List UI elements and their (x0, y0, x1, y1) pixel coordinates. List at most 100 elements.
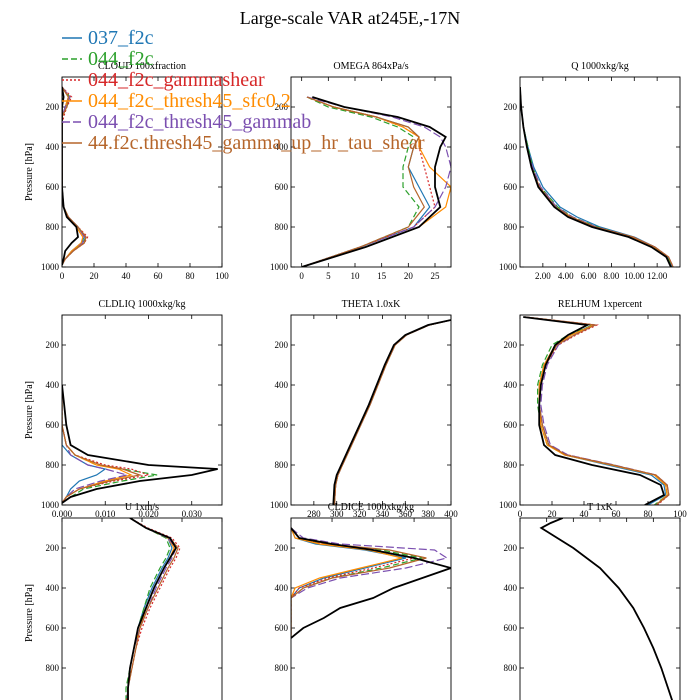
y-tick-label: 400 (504, 380, 518, 390)
panel-frame (61, 314, 223, 506)
series-line-3 (62, 86, 84, 266)
legend-entry: 044_f2c_thresh45_sfc0.2 (62, 90, 291, 112)
series-line-4 (127, 518, 177, 700)
y-tick-label: 600 (46, 420, 60, 430)
series-line-1 (62, 385, 158, 504)
y-axis-label: Pressure [hPa] (24, 584, 35, 642)
y-tick-label: 1000 (499, 262, 518, 272)
y-tick-label: 200 (46, 340, 60, 350)
x-tick-label: 12.00 (647, 271, 668, 281)
reference-line (523, 316, 666, 505)
y-tick-label: 800 (275, 663, 289, 673)
x-tick-label: 0 (60, 271, 65, 281)
y-tick-label: 400 (275, 380, 289, 390)
y-axis-label: Pressure [hPa] (24, 143, 35, 201)
reference-line (332, 319, 451, 505)
x-tick-label: 0 (518, 509, 523, 519)
series-line-0 (540, 518, 673, 700)
series-line-3 (520, 86, 672, 267)
series-line-3 (524, 316, 668, 505)
legend-label: 044_f2c_thresh45_gammab (88, 111, 311, 133)
panel-8: T 1xK18020022024026028030020040060080010… (504, 502, 681, 700)
panel-lines (520, 86, 674, 267)
legend-label: 044_f2c (88, 48, 154, 70)
panel-3: CLDLIQ 1000xkg/kg Pressure [hPa] 0.000 0.01… (24, 299, 223, 519)
y-tick-label: 600 (46, 623, 60, 633)
y-tick-label: 800 (504, 663, 518, 673)
y-tick-label: 1000 (270, 262, 289, 272)
legend-label: 44.f2c.thresh45_gamma_up_hr_tau_shear (88, 132, 425, 154)
y-tick-label: 600 (504, 420, 518, 430)
x-tick-label: 280 (307, 509, 321, 519)
y-axis-label: Pressure [hPa] (24, 381, 35, 439)
legend-entry: 037_f2c (62, 27, 154, 49)
panel-7: CLDICE 1000xkg/kg0.000000.000100.000200.… (275, 502, 452, 700)
x-tick-label: 25 (431, 271, 441, 281)
panel-title: CLDLIQ 1000xkg/kg (99, 299, 186, 310)
x-tick-label: 320 (353, 509, 367, 519)
y-tick-label: 600 (504, 623, 518, 633)
legend-label: 044_f2c_gammashear (88, 69, 265, 91)
panel-title: OMEGA 864xPa/s (333, 61, 408, 72)
x-tick-label: 0.000 (52, 509, 73, 519)
x-tick-label: 8.00 (604, 271, 620, 281)
panel-title: Q 1000xkg/kg (571, 61, 629, 72)
x-tick-label: 80 (644, 509, 654, 519)
series-line-1 (524, 316, 668, 505)
series-line-0 (520, 86, 673, 267)
panel-grid: CLOUD 100xfraction Pressure [hPa] 0 20 40 60 8… (24, 61, 687, 700)
y-tick-label: 800 (46, 222, 60, 232)
y-tick-label: 200 (275, 340, 289, 350)
series-line-4 (62, 86, 86, 266)
y-tick-label: 600 (46, 182, 60, 192)
series-line-1 (301, 96, 420, 267)
y-tick-label: 400 (275, 142, 289, 152)
y-tick-label: 200 (504, 340, 518, 350)
figure-title: Large-scale VAR at245E,-17N (240, 8, 460, 28)
legend-entry: 44.f2c.thresh45_gamma_up_hr_tau_shear (62, 132, 425, 154)
series-line-5 (62, 385, 143, 504)
legend-label: 044_f2c_thresh45_sfc0.2 (88, 90, 291, 112)
legend: 037_f2c044_f2c044_f2c_gammashear044_f2c_… (62, 27, 425, 154)
y-tick-label: 800 (46, 460, 60, 470)
x-tick-label: 100 (673, 509, 687, 519)
panel-title: CLDICE 1000xkg/kg (328, 502, 414, 513)
panel-frame (61, 517, 223, 700)
panel-lines (301, 96, 451, 267)
y-tick-label: 200 (275, 102, 289, 112)
reference-line (291, 527, 451, 639)
panel-4: THETA 1.0xK 280 300 320 340 360 380 400 200 400 60… (270, 299, 458, 519)
y-tick-label: 400 (46, 380, 60, 390)
series-line-5 (301, 96, 426, 267)
y-tick-label: 400 (275, 583, 289, 593)
panel-frame (519, 76, 681, 268)
series-line-2 (540, 518, 673, 700)
panel-frame (290, 314, 452, 506)
x-tick-label: 5 (326, 271, 331, 281)
panel-lines (291, 527, 451, 639)
series-line-3 (291, 527, 402, 638)
y-tick-label: 400 (504, 142, 518, 152)
x-tick-label: 20 (90, 271, 100, 281)
series-line-4 (291, 527, 449, 638)
panel-frame (290, 517, 452, 700)
y-tick-label: 1000 (41, 262, 60, 272)
x-tick-label: 380 (421, 509, 435, 519)
x-tick-label: 40 (580, 509, 590, 519)
y-tick-label: 200 (504, 102, 518, 112)
series-line-0 (126, 518, 173, 700)
legend-entry: 044_f2c (62, 48, 154, 70)
x-tick-label: 6.00 (581, 271, 597, 281)
series-line-5 (520, 86, 674, 267)
panel-1: OMEGA 864xPa/s 0 5 10 15 20 25 200 400 600 800 1000 (270, 61, 452, 281)
panel-title: CLOUD 100xfraction (98, 61, 186, 72)
reference-line (62, 86, 79, 266)
y-tick-label: 1000 (270, 500, 289, 510)
series-line-1 (520, 86, 673, 267)
x-tick-label: 10 (351, 271, 361, 281)
series-line-3 (540, 518, 673, 700)
x-tick-label: 400 (444, 509, 458, 519)
x-tick-label: 20 (548, 509, 558, 519)
y-tick-label: 1000 (41, 500, 60, 510)
